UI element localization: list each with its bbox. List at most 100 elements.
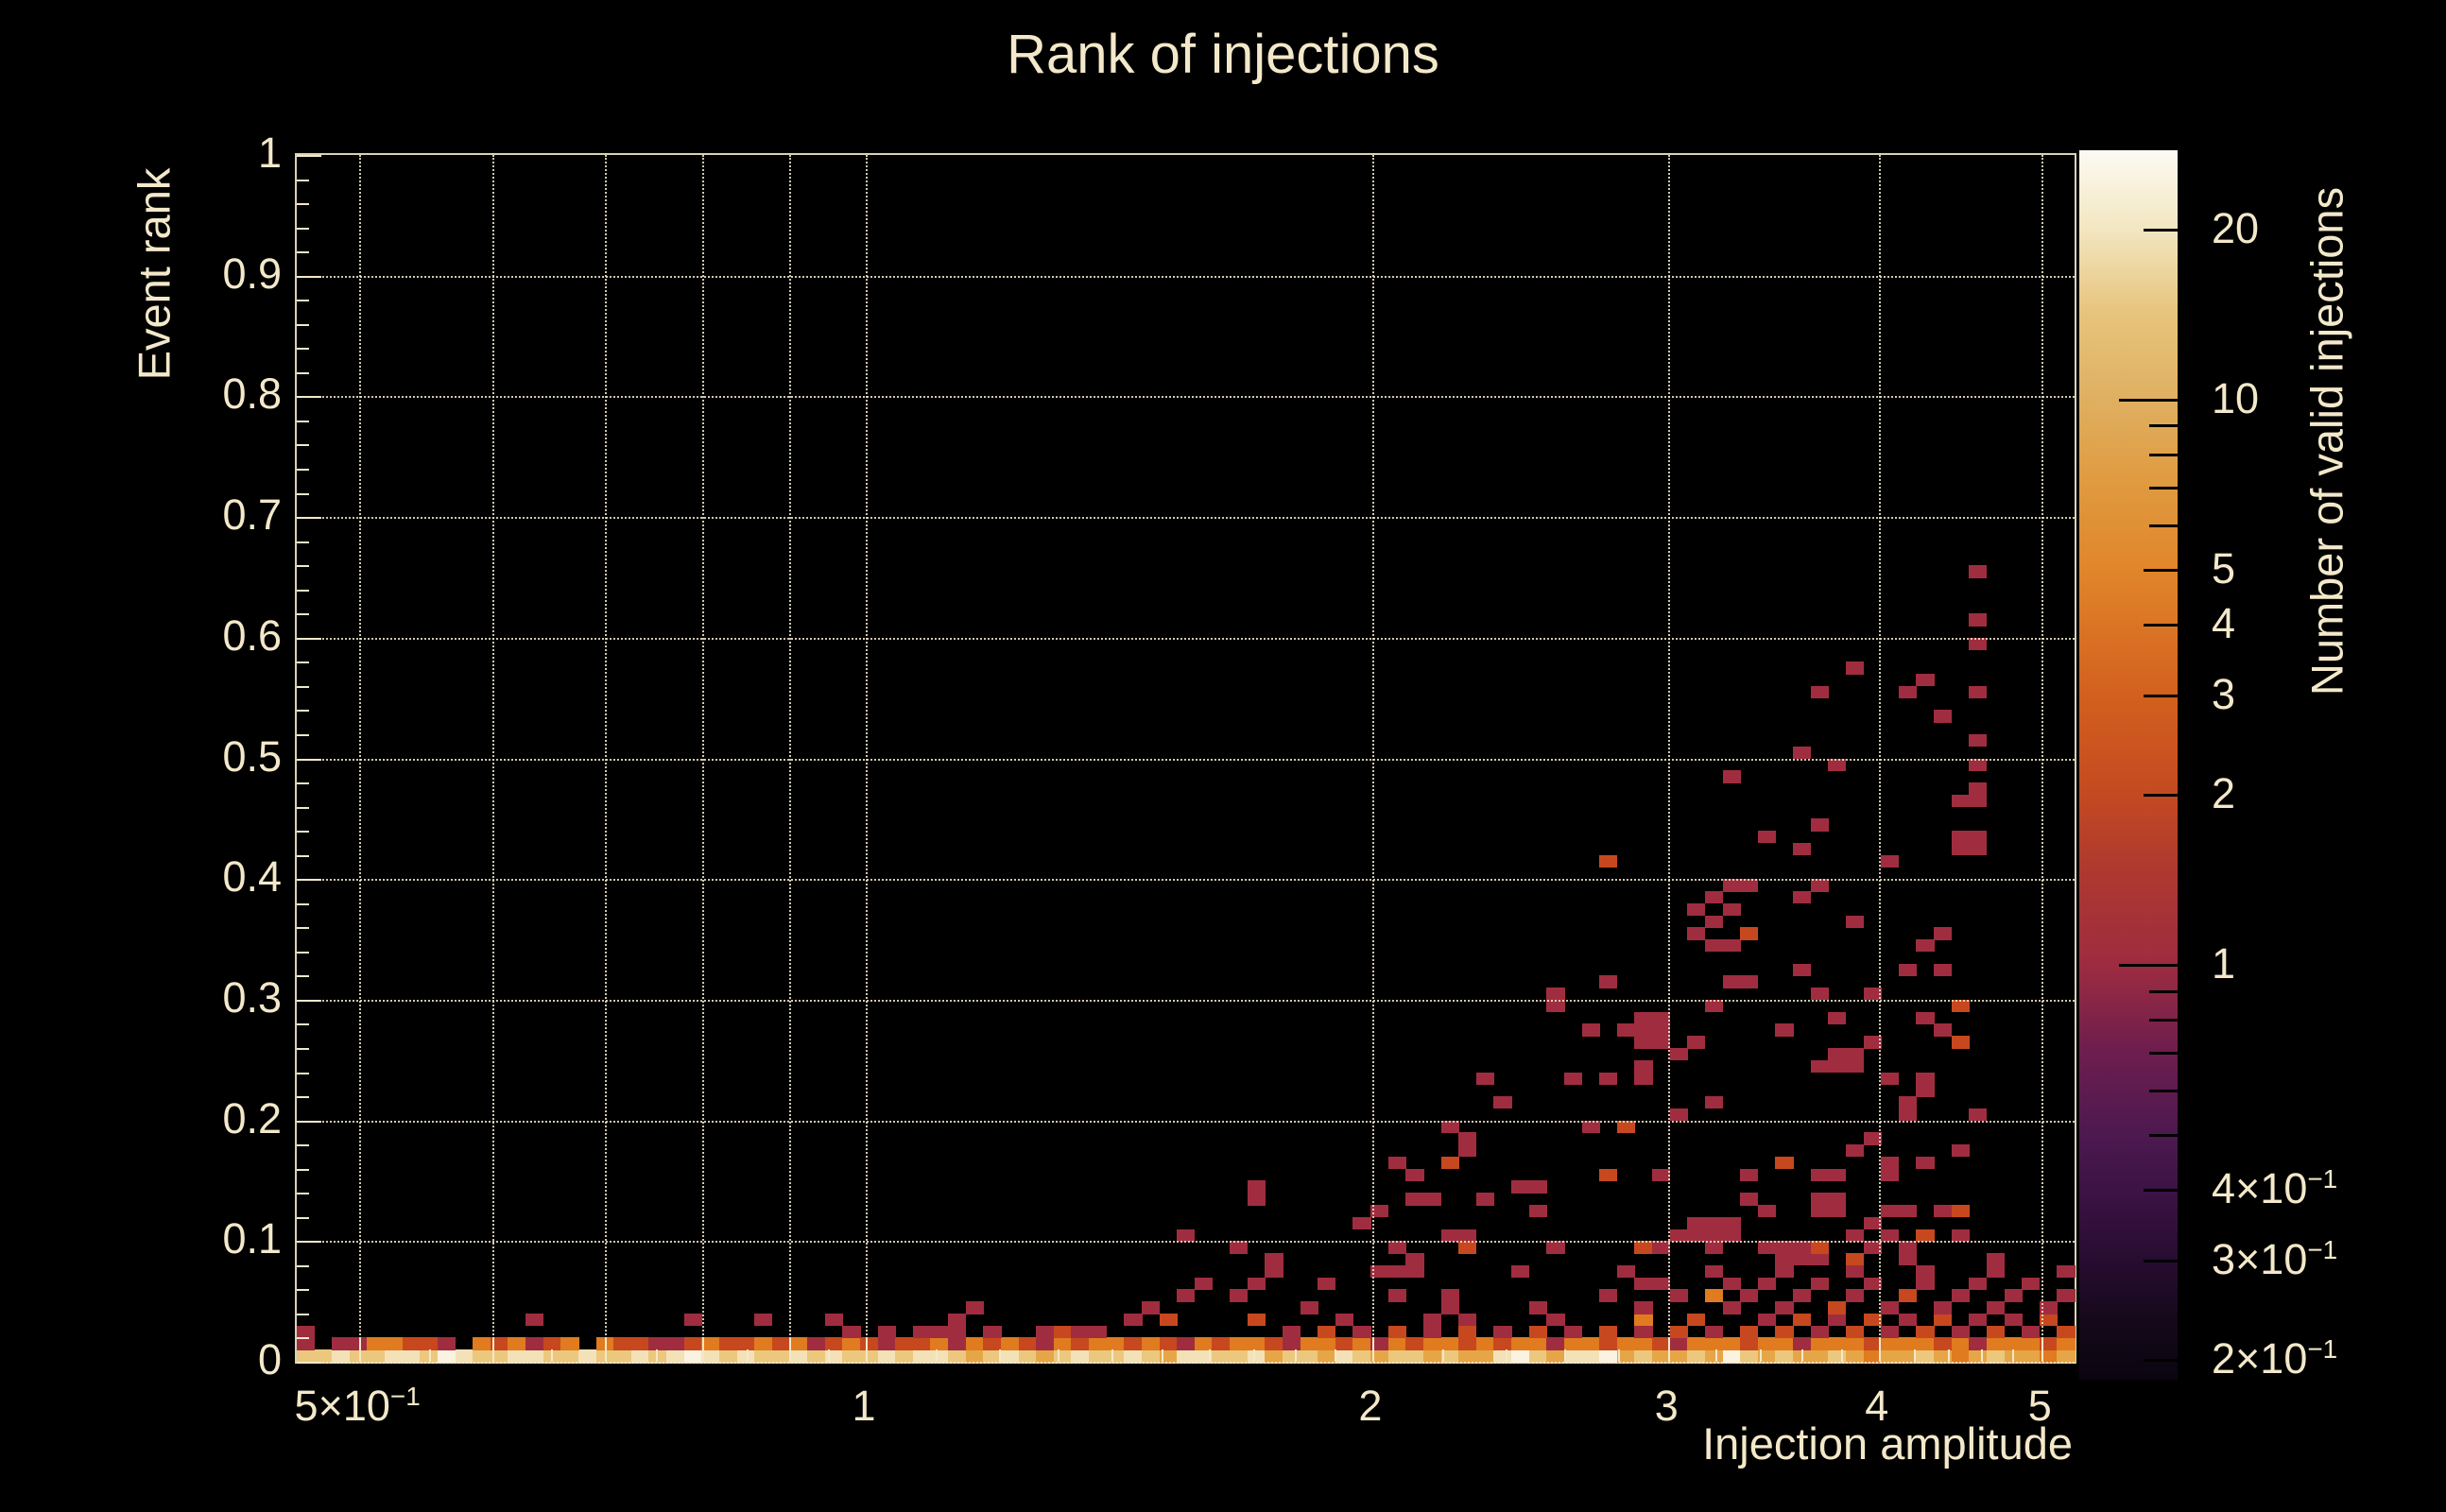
heatmap-cell xyxy=(1793,1253,1812,1266)
heatmap-cell xyxy=(1405,1253,1424,1266)
heatmap-cell xyxy=(385,1349,404,1363)
heatmap-cell xyxy=(455,1349,474,1363)
heatmap-cell xyxy=(349,1337,369,1350)
heatmap-cell xyxy=(1969,685,1988,699)
heatmap-cell xyxy=(1969,1108,1988,1122)
heatmap-cell xyxy=(648,1349,667,1363)
heatmap-cell xyxy=(1951,1349,1970,1363)
heatmap-cell xyxy=(1212,1349,1231,1363)
heatmap-cell xyxy=(1898,1096,1917,1109)
colorbar-tick-label: 2 xyxy=(2212,769,2236,818)
x-minor-tick xyxy=(828,1349,831,1362)
y-major-tick xyxy=(297,1362,321,1364)
colorbar-major-tick xyxy=(2144,1189,2178,1193)
y-minor-tick xyxy=(297,1264,309,1267)
y-minor-tick xyxy=(297,444,309,447)
heatmap-cell xyxy=(1704,1349,1724,1363)
heatmap-cell xyxy=(1775,1241,1794,1254)
heatmap-cell xyxy=(1177,1349,1196,1363)
heatmap-cell xyxy=(1775,1253,1794,1266)
heatmap-cell xyxy=(1722,1301,1741,1314)
heatmap-cell xyxy=(1528,1325,1547,1339)
heatmap-cells-layer xyxy=(297,155,2076,1363)
colorbar-major-tick xyxy=(2119,398,2178,402)
y-minor-tick xyxy=(297,831,309,833)
heatmap-cell xyxy=(1969,565,1988,578)
heatmap-cell xyxy=(1916,1072,1935,1085)
heatmap-cell xyxy=(1546,1241,1565,1254)
heatmap-cell xyxy=(1230,1241,1249,1254)
heatmap-cell xyxy=(1177,1228,1196,1242)
heatmap-cell xyxy=(1546,1349,1565,1363)
y-minor-tick xyxy=(297,662,309,664)
x-minor-tick xyxy=(655,1349,658,1362)
heatmap-cell xyxy=(948,1349,967,1363)
heatmap-cell xyxy=(1951,1204,1970,1218)
y-gridline xyxy=(297,758,2075,761)
heatmap-cell xyxy=(2004,1337,2023,1350)
heatmap-cell xyxy=(1881,1204,1900,1218)
heatmap-cell xyxy=(1000,1337,1020,1350)
heatmap-cell xyxy=(1828,1301,1847,1314)
y-gridline xyxy=(297,396,2075,399)
heatmap-cell xyxy=(1546,1313,1565,1327)
heatmap-cell xyxy=(1230,1349,1249,1363)
y-major-tick xyxy=(297,517,321,520)
x-minor-tick xyxy=(1295,1349,1298,1362)
x-major-tick xyxy=(866,1337,868,1362)
heatmap-cell xyxy=(2004,1313,2023,1327)
heatmap-cell xyxy=(1863,1337,1882,1350)
heatmap-cell xyxy=(1318,1337,1336,1350)
heatmap-cell xyxy=(402,1349,421,1363)
heatmap-cell xyxy=(1934,1301,1953,1314)
x-tick-label: 3 xyxy=(1654,1382,1679,1430)
heatmap-cell xyxy=(1652,1337,1671,1350)
heatmap-cell xyxy=(1053,1337,1073,1350)
heatmap-cell xyxy=(718,1349,738,1363)
heatmap-cell xyxy=(859,1337,879,1350)
heatmap-cell xyxy=(842,1337,861,1350)
heatmap-cell xyxy=(1652,1241,1671,1254)
heatmap-cell xyxy=(1687,1313,1706,1327)
heatmap-cell xyxy=(1704,915,1724,928)
heatmap-cell xyxy=(367,1337,386,1350)
heatmap-cell xyxy=(1634,1059,1653,1074)
heatmap-cell xyxy=(1916,1325,1935,1339)
heatmap-cell xyxy=(420,1337,439,1350)
chart-title: Rank of injections xyxy=(1007,24,1439,85)
x-minor-tick xyxy=(1335,1349,1337,1362)
heatmap-cell xyxy=(877,1325,896,1339)
heatmap-cell xyxy=(1563,1349,1583,1363)
y-minor-tick xyxy=(297,251,309,254)
heatmap-cell xyxy=(630,1337,650,1350)
heatmap-cell xyxy=(1845,1047,1865,1061)
heatmap-cell xyxy=(1757,1241,1776,1254)
heatmap-cell xyxy=(1652,1349,1671,1363)
heatmap-cell xyxy=(666,1349,685,1363)
x-minor-tick xyxy=(1617,1349,1620,1362)
heatmap-cell xyxy=(1687,1036,1706,1049)
y-minor-tick xyxy=(297,420,309,422)
heatmap-cell xyxy=(1951,1228,1970,1242)
heatmap-cell xyxy=(1986,1301,2006,1314)
heatmap-cell xyxy=(1740,1325,1759,1339)
x-major-tick xyxy=(1668,1337,1671,1362)
x-minor-tick xyxy=(1505,1349,1507,1362)
heatmap-cell xyxy=(1300,1349,1318,1363)
heatmap-cell xyxy=(1634,1337,1653,1350)
heatmap-cell xyxy=(1793,1289,1812,1302)
heatmap-cell xyxy=(1687,1349,1706,1363)
heatmap-cell xyxy=(1793,1337,1812,1350)
heatmap-cell xyxy=(859,1349,879,1363)
heatmap-cell xyxy=(683,1313,702,1327)
heatmap-cell xyxy=(1951,1337,1970,1350)
heatmap-cell xyxy=(1740,1193,1759,1206)
heatmap-cell xyxy=(577,1349,597,1363)
heatmap-cell xyxy=(2039,1349,2058,1363)
x-minor-tick xyxy=(2011,1349,2014,1362)
heatmap-cell xyxy=(1881,1156,1900,1170)
heatmap-cell xyxy=(1951,999,1970,1013)
heatmap-cell xyxy=(1528,1337,1547,1350)
colorbar-major-tick xyxy=(2144,228,2178,232)
heatmap-cell xyxy=(314,1349,333,1363)
